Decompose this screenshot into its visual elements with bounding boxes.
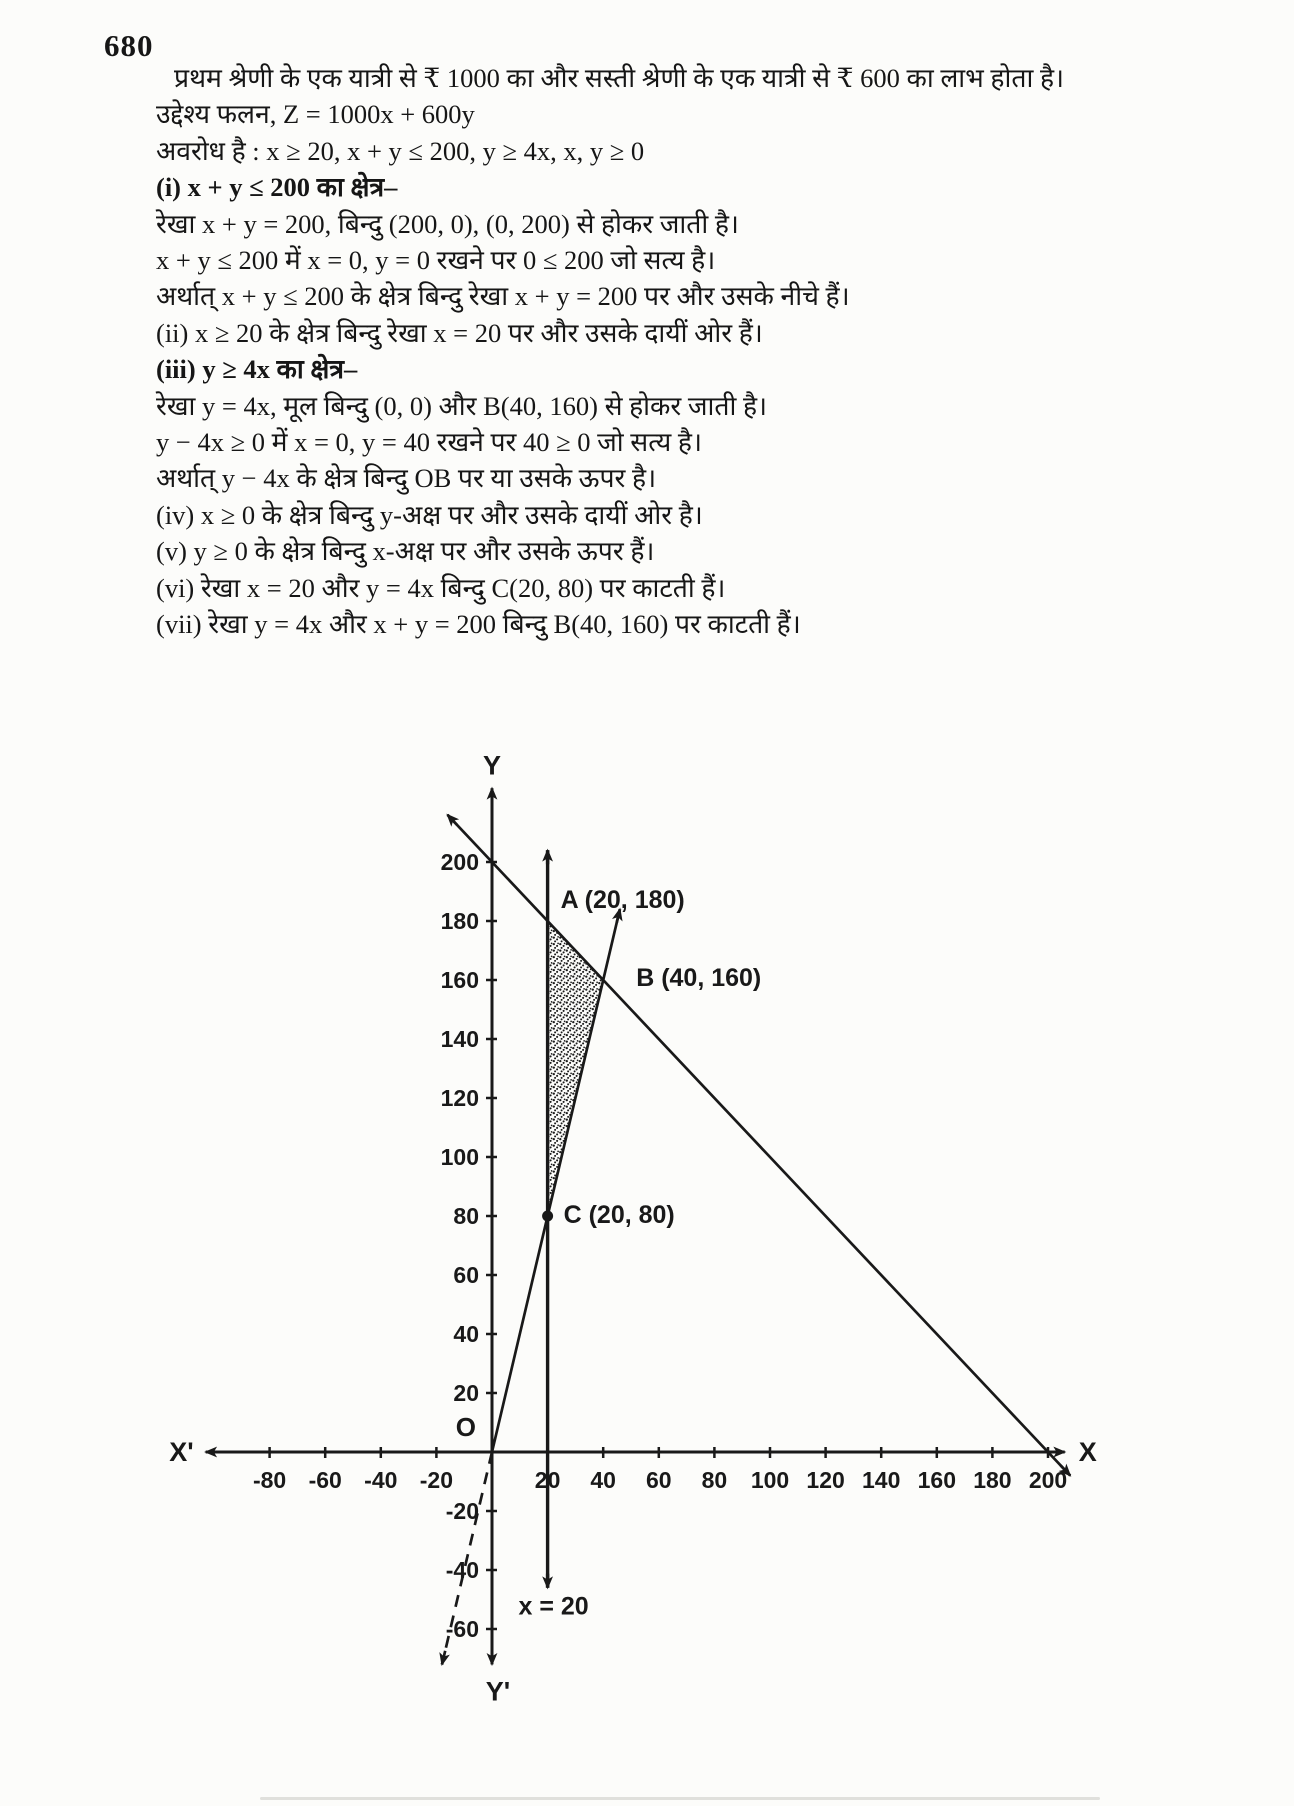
text-line: अर्थात् y − 4x के क्षेत्र बिन्दु OB पर य… (156, 463, 657, 494)
x-tick-label: 200 (1029, 1467, 1067, 1493)
feasible-region (547, 921, 604, 1216)
text-line: (iv) x ≥ 0 के क्षेत्र बिन्दु y-अक्ष पर औ… (156, 499, 703, 530)
y-tick-label: 80 (453, 1203, 479, 1229)
y-tick-label: 160 (441, 967, 479, 993)
solution-text: प्रथम श्रेणी के एक यात्री से ₹ 1000 का औ… (156, 60, 1216, 643)
x-tick-label: 140 (862, 1467, 900, 1493)
x-tick-label: 100 (751, 1467, 789, 1493)
y-tick-label: -60 (446, 1616, 479, 1642)
y-tick-label: 180 (441, 908, 479, 934)
origin-label: O (456, 1412, 476, 1442)
x-tick-label: 40 (590, 1467, 616, 1493)
x-tick-label: 180 (973, 1467, 1011, 1493)
y-axis-label: Y (483, 750, 501, 780)
x-tick-label: -60 (309, 1467, 342, 1493)
x-tick-label: -80 (253, 1467, 286, 1493)
x-tick-label: 80 (702, 1467, 728, 1493)
y-tick-label: 100 (441, 1144, 479, 1170)
x-tick-label: 60 (646, 1467, 672, 1493)
x-tick-label: 20 (535, 1467, 561, 1493)
point-label-A: A (20, 180) (561, 886, 685, 914)
y-tick-label: 200 (441, 849, 479, 875)
text-line: उद्देश्य फलन, Z = 1000x + 600y (156, 99, 475, 130)
text-line: y − 4x ≥ 0 में x = 0, y = 40 रखने पर 40 … (156, 427, 702, 458)
x-tick-label: -40 (364, 1467, 397, 1493)
y-tick-label: 20 (453, 1380, 479, 1406)
point-label-C: C (20, 80) (564, 1201, 675, 1229)
x-tick-label: 160 (918, 1467, 956, 1493)
line-x-plus-y-200 (446, 813, 1072, 1477)
text-line: अर्थात् x + y ≤ 200 के क्षेत्र बिन्दु रे… (156, 281, 850, 312)
text-line: रेखा x + y = 200, बिन्दु (200, 0), (0, 2… (156, 208, 739, 239)
y-tick-label: -40 (446, 1557, 479, 1583)
text-line: अवरोध है : x ≥ 20, x + y ≤ 200, y ≥ 4x, … (156, 135, 645, 166)
point-dot-C (542, 1210, 554, 1222)
text-line: रेखा y = 4x, मूल बिन्दु (0, 0) और B(40, … (156, 390, 768, 421)
line-y-4x (490, 908, 622, 1453)
text-line: (ii) x ≥ 20 के क्षेत्र बिन्दु रेखा x = 2… (156, 317, 763, 348)
scan-edge-artifact (260, 1797, 1100, 1800)
x-neg-axis-label: X' (169, 1437, 193, 1467)
x-tick-label: -20 (420, 1467, 453, 1493)
y-tick-label: 40 (453, 1321, 479, 1347)
line-x-20-label: x = 20 (518, 1592, 588, 1620)
page-number: 680 (104, 28, 154, 63)
text-line: (iii) y ≥ 4x का क्षेत्र– (156, 354, 358, 385)
text-line: प्रथम श्रेणी के एक यात्री से ₹ 1000 का औ… (174, 63, 1065, 93)
y-tick-label: -20 (446, 1498, 479, 1524)
y-tick-label: 140 (441, 1026, 479, 1052)
y-tick-label: 60 (453, 1262, 479, 1288)
line-y-4x-extension (440, 1451, 494, 1665)
point-label-B: B (40, 160) (636, 964, 761, 992)
text-line: (vii) रेखा y = 4x और x + y = 200 बिन्दु … (156, 609, 801, 640)
graph-svg: -80 -60 -40 -20 20 40 60 80 100 120 140 160 180 200 -6… (169, 750, 1097, 1706)
text-line: x + y ≤ 200 में x = 0, y = 0 रखने पर 0 ≤… (156, 245, 716, 276)
text-line: (vi) रेखा x = 20 और y = 4x बिन्दु C(20, … (156, 572, 726, 603)
x-tick-label: 120 (806, 1467, 844, 1493)
y-tick-label: 120 (441, 1085, 479, 1111)
text-line: (i) x + y ≤ 200 का क्षेत्र– (156, 172, 398, 203)
y-neg-axis-label: Y' (486, 1676, 510, 1706)
x-axis-label: X (1079, 1437, 1097, 1467)
graph-figure: -80 -60 -40 -20 20 40 60 80 100 120 140 160 180 200 -6… (130, 650, 1220, 1770)
text-line: (v) y ≥ 0 के क्षेत्र बिन्दु x-अक्ष पर और… (156, 536, 655, 567)
